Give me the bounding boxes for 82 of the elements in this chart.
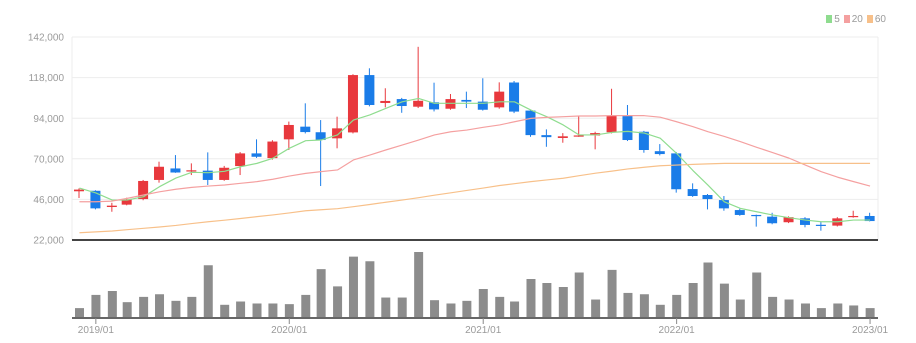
y-tick-label: 142,000 bbox=[28, 32, 64, 44]
bar bbox=[720, 284, 729, 318]
bar bbox=[430, 300, 440, 318]
bar bbox=[108, 290, 117, 318]
candlestick bbox=[767, 212, 778, 225]
candlestick bbox=[638, 130, 649, 154]
x-tick-label: 2019/01 bbox=[78, 325, 114, 336]
x-tick-label: 2021/01 bbox=[465, 325, 502, 336]
candlestick bbox=[284, 121, 294, 151]
bar bbox=[220, 304, 230, 318]
bar bbox=[510, 302, 520, 318]
bar bbox=[752, 272, 762, 318]
candlestick bbox=[202, 152, 213, 186]
bar bbox=[398, 298, 407, 318]
bar bbox=[446, 303, 456, 318]
bar bbox=[414, 252, 424, 318]
x-tick-label: 2023/01 bbox=[852, 325, 889, 336]
y-tick-label: 118,000 bbox=[28, 73, 64, 84]
x-tick-label: 2022/01 bbox=[658, 325, 696, 336]
bar bbox=[608, 270, 617, 318]
candlestick bbox=[252, 138, 262, 158]
candlestick bbox=[380, 88, 390, 108]
candlestick bbox=[702, 193, 712, 210]
line-series bbox=[78, 162, 871, 234]
y-tick-label: 46,000 bbox=[33, 194, 64, 206]
bar bbox=[574, 272, 584, 318]
bar bbox=[348, 256, 358, 318]
candlestick bbox=[170, 154, 180, 174]
candlestick bbox=[154, 161, 164, 184]
bar bbox=[365, 261, 374, 318]
candlestick bbox=[606, 88, 617, 134]
legend-label: 5 bbox=[834, 14, 840, 24]
bar bbox=[495, 296, 504, 318]
bar bbox=[204, 265, 213, 318]
candlestick bbox=[74, 188, 84, 199]
legend-label: 60 bbox=[874, 14, 886, 24]
candlestick bbox=[413, 46, 424, 109]
bar bbox=[768, 296, 778, 318]
bar bbox=[703, 262, 712, 318]
candlestick bbox=[654, 144, 665, 156]
x-tick-label: 2020/01 bbox=[271, 325, 308, 336]
bar bbox=[381, 298, 390, 318]
bar bbox=[640, 294, 649, 318]
y-tick-label: 94,000 bbox=[33, 114, 64, 125]
bar bbox=[542, 283, 552, 318]
candlestick bbox=[316, 120, 326, 187]
bar bbox=[558, 286, 568, 318]
bar bbox=[301, 294, 310, 318]
bar bbox=[591, 300, 600, 318]
bar bbox=[252, 303, 262, 318]
bar bbox=[268, 303, 278, 318]
bar bbox=[122, 302, 132, 318]
candlestick bbox=[300, 102, 310, 134]
legend-label: 20 bbox=[852, 14, 863, 24]
bar bbox=[187, 296, 196, 318]
bar bbox=[800, 303, 810, 318]
bar bbox=[75, 308, 84, 318]
bar bbox=[656, 304, 665, 318]
bar bbox=[784, 300, 794, 318]
bar bbox=[236, 302, 246, 318]
bar bbox=[462, 300, 472, 318]
bar bbox=[526, 279, 536, 318]
bar bbox=[623, 292, 632, 318]
line-series bbox=[78, 115, 871, 202]
candlestick bbox=[235, 152, 246, 176]
candlestick bbox=[267, 140, 278, 160]
bar bbox=[736, 300, 745, 318]
bar bbox=[688, 283, 698, 318]
y-tick-label: 70,000 bbox=[33, 154, 64, 166]
bar bbox=[139, 296, 148, 318]
y-tick-label: 22,000 bbox=[33, 236, 64, 247]
bar bbox=[816, 308, 826, 318]
candlestick bbox=[688, 182, 698, 198]
candlestick bbox=[494, 82, 504, 110]
bar bbox=[333, 286, 342, 318]
bar bbox=[833, 303, 842, 318]
bar bbox=[155, 294, 164, 318]
candlestick bbox=[541, 128, 552, 148]
candlestick bbox=[718, 196, 729, 212]
bar bbox=[316, 269, 326, 318]
bar bbox=[849, 305, 858, 318]
bar bbox=[171, 300, 180, 318]
